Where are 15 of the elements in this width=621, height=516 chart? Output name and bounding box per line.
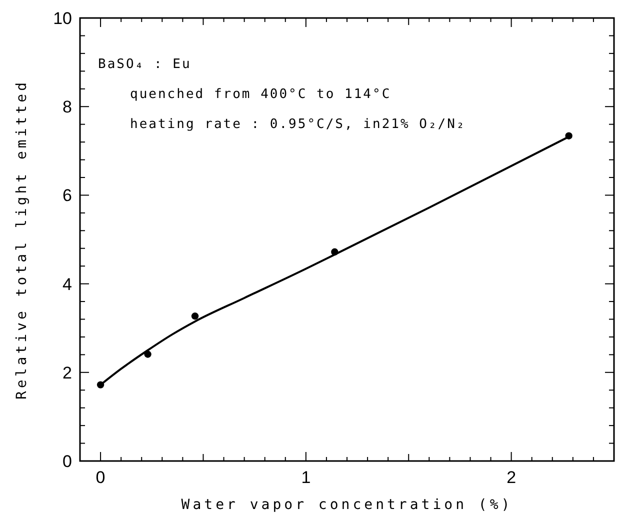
x-tick-label: 2 [506,468,516,487]
y-tick-label: 8 [62,98,72,117]
x-axis-title: Water vapor concentration (%) [181,497,513,513]
y-tick-label: 6 [62,186,72,206]
point [191,312,199,320]
x-tick-label: 1 [301,468,311,487]
y-tick-label: 10 [53,9,72,28]
x-tick-label: 0 [96,468,106,487]
y-tick-label: 2 [62,363,72,382]
y-axis-title: Relative total light emitted [14,79,30,400]
annotation: quenched from 400°C to 114°C [130,87,392,102]
annotation: BaSO₄ : Eu [98,57,192,72]
y-tick-label: 0 [62,452,72,471]
annotation: heating rate : 0.95°C/S, in21% O₂/N₂ [130,117,466,132]
y-tick-label: 4 [62,274,72,294]
